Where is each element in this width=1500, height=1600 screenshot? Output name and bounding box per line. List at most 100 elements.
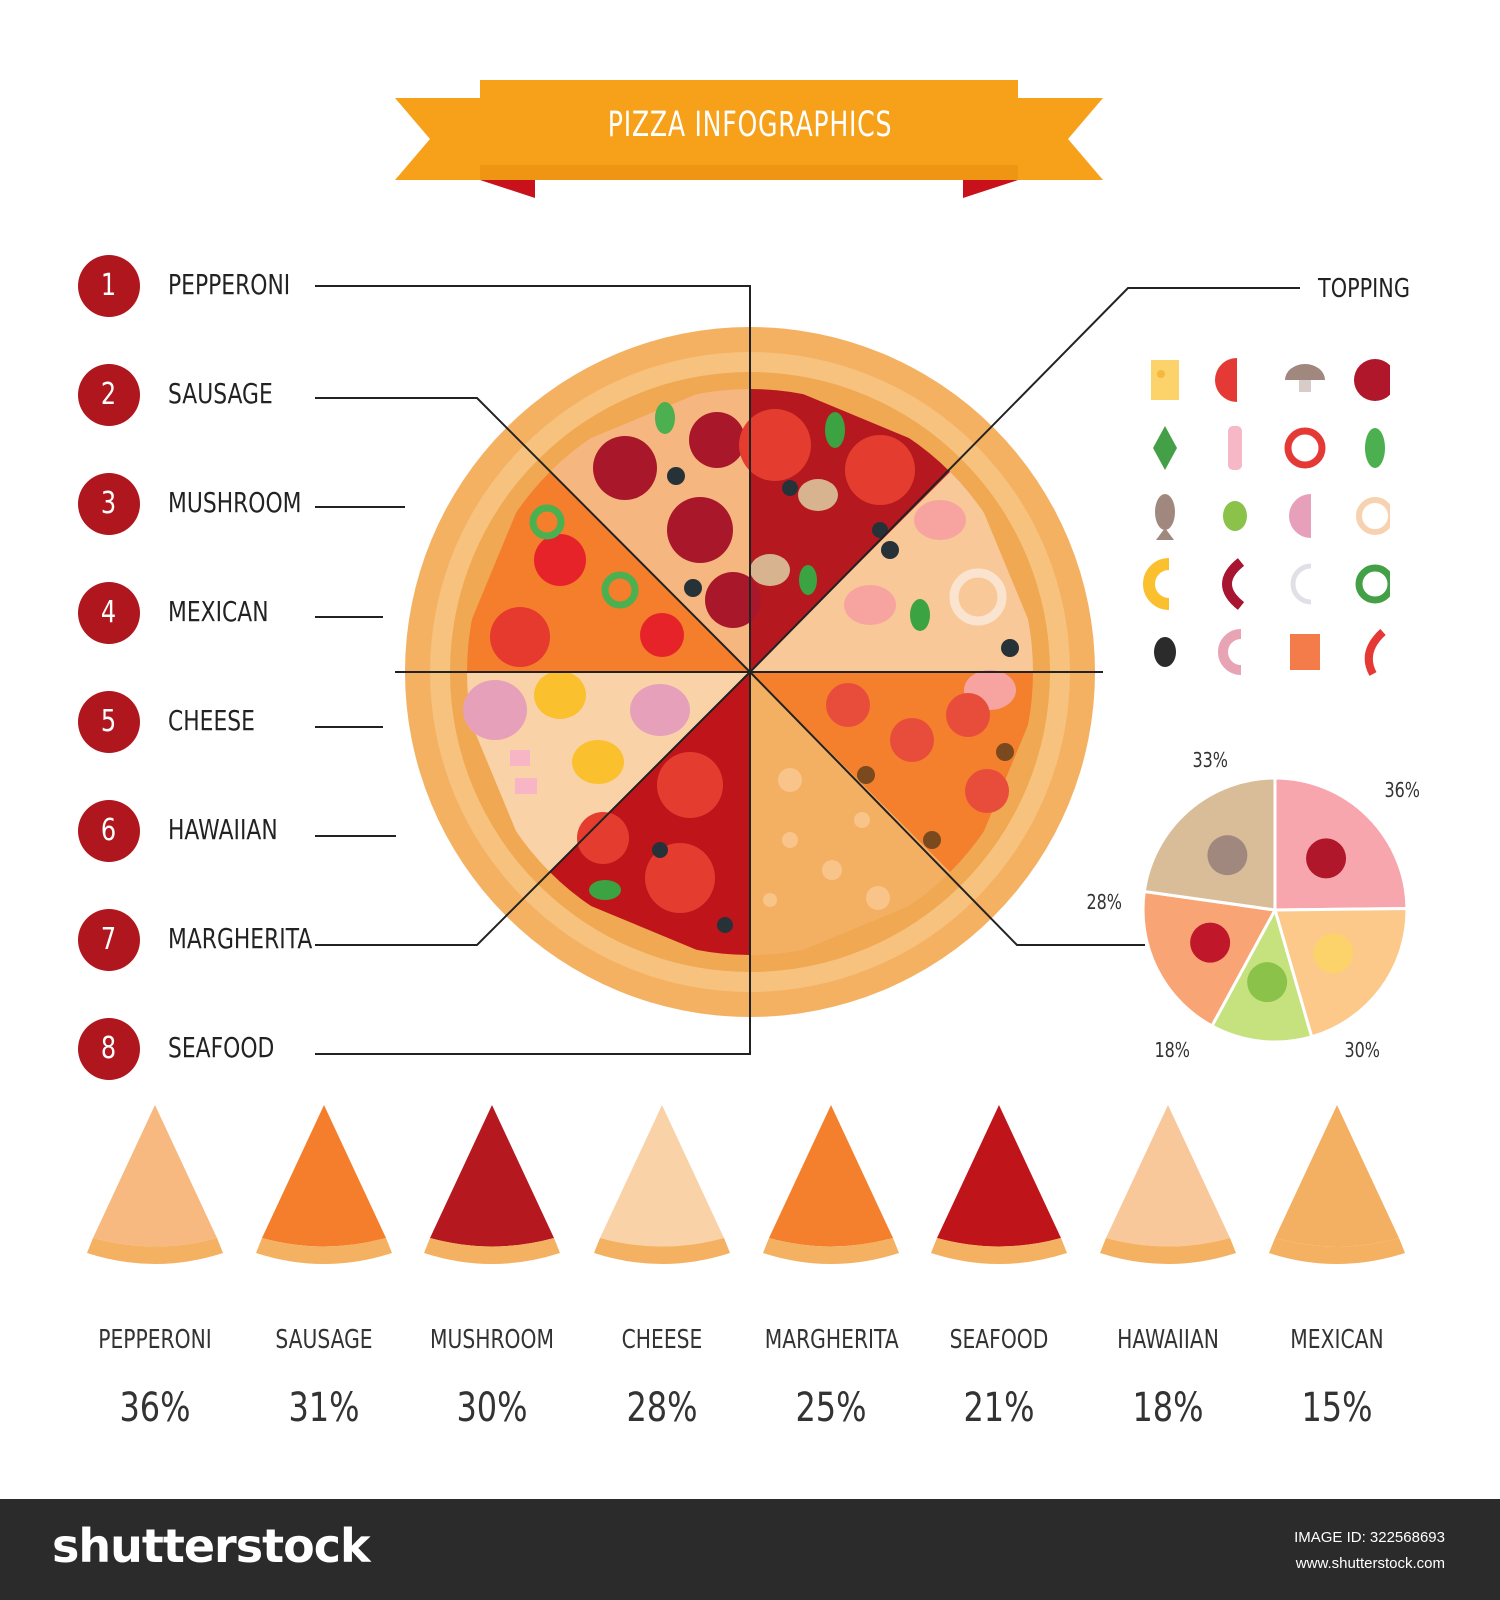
slice-percent: 30% (456, 1385, 528, 1431)
sausage-icon (1190, 922, 1231, 963)
page-title: PIZZA INFOGRAPHICS (607, 105, 893, 145)
topping-icon-grid (1143, 358, 1390, 676)
legend-number-badge: 8 (78, 1018, 140, 1080)
legend-number: 2 (101, 377, 117, 412)
pizza-slice (424, 1105, 560, 1264)
ribbon-left-tail (395, 98, 480, 180)
shrimp-icon (1218, 629, 1242, 675)
arugula-icon (1153, 426, 1177, 470)
pizza-slice (1269, 1105, 1405, 1264)
pizza-slice (594, 1105, 730, 1264)
mushroom-icon (1285, 364, 1325, 392)
slice-name: HAWAIIAN (1117, 1325, 1219, 1355)
ham-icon (1289, 494, 1311, 538)
pizza-slice (256, 1105, 392, 1264)
pie-slice-cheese (1273, 907, 1409, 1039)
pie-label: 18% (1154, 1038, 1191, 1062)
legend-label: CHEESE (168, 704, 255, 737)
footer-image-id: IMAGE ID: 322568693 (1294, 1529, 1445, 1546)
title-ribbon (395, 80, 1103, 198)
basil-leaf-icon (1365, 428, 1385, 468)
tomato-icon (1215, 358, 1237, 402)
fish-icon (1155, 494, 1175, 540)
pie-slice-mushroom (1142, 776, 1277, 912)
pineapple-icon (1143, 558, 1170, 610)
legend-number-badge: 3 (78, 473, 140, 535)
slice-name: SEAFOOD (949, 1325, 1049, 1355)
footer-bar: shutterstock IMAGE ID: 322568693 www.shu… (0, 1499, 1500, 1600)
legend-label: SEAFOOD (168, 1031, 275, 1064)
slice-name: CHEESE (621, 1325, 703, 1355)
topping-title: TOPPING (1318, 274, 1410, 304)
legend-label: MUSHROOM (168, 486, 302, 519)
slice-percent: 28% (626, 1385, 698, 1431)
pie-label: 33% (1192, 748, 1229, 772)
green-pepper-ring-icon (1355, 564, 1390, 604)
legend-number-badge: 2 (78, 364, 140, 426)
olive-icon (1247, 962, 1288, 1003)
main-pizza-graphic (315, 285, 1300, 1055)
pie-label: 30% (1344, 1038, 1381, 1062)
legend-label: PEPPERONI (168, 268, 291, 301)
legend-label: MARGHERITA (168, 922, 313, 955)
green-olive-icon (1223, 501, 1247, 531)
pizza-slices-row (87, 1105, 1405, 1264)
legend-label: SAUSAGE (168, 377, 273, 410)
pie-label: 28% (1086, 890, 1123, 914)
ribbon-shade (480, 165, 1018, 180)
slice-percent: 31% (288, 1385, 360, 1431)
legend-number-badge: 6 (78, 800, 140, 862)
legend-number: 6 (101, 813, 117, 848)
legend-label: HAWAIIAN (168, 813, 278, 846)
cheese-icon (1313, 933, 1354, 974)
bacon-icon (1228, 426, 1242, 470)
pizza-slice (1100, 1105, 1236, 1264)
slice-percent: 18% (1132, 1385, 1204, 1431)
footer-brand: shutterstock (52, 1519, 371, 1573)
ribbon-right-tail (1018, 98, 1103, 180)
slice-name: MARGHERITA (764, 1325, 899, 1355)
legend-number-badge: 4 (78, 582, 140, 644)
black-olive-icon (1154, 637, 1176, 667)
slice-percent: 21% (963, 1385, 1035, 1431)
legend-number: 7 (101, 922, 117, 957)
legend-number-badge: 7 (78, 909, 140, 971)
ribbon-left-fold (480, 180, 535, 198)
footer-url: www.shutterstock.com (1295, 1555, 1445, 1572)
mushroom-icon (1207, 835, 1248, 876)
salami-icon (1306, 838, 1347, 879)
sausage-icon (1222, 558, 1245, 610)
salmon-icon (1290, 634, 1320, 670)
pizza-slice (87, 1105, 223, 1264)
red-pepper-ring-icon (1284, 427, 1326, 469)
chili-pepper-icon (1364, 629, 1386, 676)
topping-pie-chart (1141, 776, 1409, 1044)
pizza-toppings (463, 402, 1019, 933)
legend-number-badge: 5 (78, 691, 140, 753)
pizza-slice (763, 1105, 899, 1264)
legend-number-badge: 1 (78, 255, 140, 317)
slice-name: MEXICAN (1290, 1325, 1384, 1355)
slice-name: PEPPERONI (98, 1325, 212, 1355)
salami-icon (1354, 359, 1390, 401)
legend-label: MEXICAN (168, 595, 269, 628)
slice-name: MUSHROOM (430, 1325, 554, 1355)
cheese-icon (1151, 360, 1179, 400)
slice-name: SAUSAGE (275, 1325, 373, 1355)
slice-percent: 25% (795, 1385, 867, 1431)
slice-percent: 15% (1301, 1385, 1373, 1431)
legend-number: 5 (101, 704, 117, 739)
squid-ring-icon (1290, 563, 1312, 605)
pizza-slice (931, 1105, 1067, 1264)
legend-number: 8 (101, 1031, 117, 1066)
onion-ring-icon (1356, 497, 1390, 535)
slice-percent: 36% (119, 1385, 191, 1431)
pie-label: 36% (1384, 778, 1421, 802)
legend-number: 4 (101, 595, 117, 630)
legend-number: 1 (101, 268, 117, 303)
ribbon-right-fold (963, 180, 1018, 198)
legend-number: 3 (101, 486, 117, 521)
connector-lines (315, 285, 1300, 1055)
ribbon-main (480, 80, 1018, 180)
pie-slice-salami (1273, 776, 1409, 912)
